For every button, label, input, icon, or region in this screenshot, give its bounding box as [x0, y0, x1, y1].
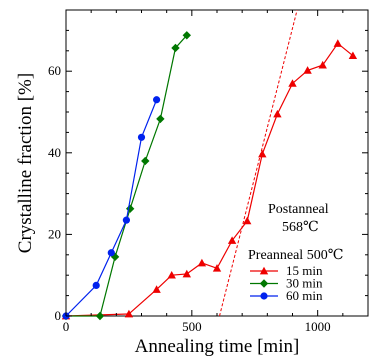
data-point [243, 216, 252, 225]
data-point [122, 216, 130, 224]
legend-marker [260, 292, 268, 300]
legend-label: 15 min [286, 263, 323, 278]
data-point [95, 311, 105, 321]
series-line [66, 34, 188, 317]
data-point [171, 43, 180, 53]
data-point [318, 60, 327, 69]
legend-title: Preanneal 500℃ [248, 248, 343, 263]
series-line [65, 42, 354, 317]
y-tick-label: 40 [48, 145, 61, 160]
data-point [156, 114, 165, 124]
y-tick-label: 0 [55, 308, 62, 323]
legend-marker [259, 266, 269, 275]
data-point [137, 133, 146, 141]
data-point [124, 309, 134, 318]
data-point [197, 258, 207, 267]
data-point [153, 96, 161, 104]
y-tick-label: 20 [48, 226, 61, 241]
legend-label: 60 min [286, 288, 323, 303]
data-point [182, 269, 191, 278]
series-layer [61, 31, 358, 321]
data-point [227, 236, 237, 244]
data-point [333, 39, 342, 47]
x-tick-label: 1000 [305, 319, 331, 334]
x-axis-label: Annealing time [min] [135, 336, 300, 357]
y-axis-label: Crystalline fraction [%] [15, 73, 36, 253]
data-point [288, 79, 297, 87]
data-point [152, 285, 161, 293]
data-point [348, 51, 358, 60]
data-point [141, 156, 150, 166]
legend-marker [259, 279, 269, 288]
annotation-temperature: 568℃ [282, 220, 319, 235]
data-point [273, 109, 282, 118]
legend-label: 30 min [286, 276, 323, 291]
data-point [182, 31, 191, 40]
x-tick-label: 500 [182, 319, 202, 334]
series-15-min [61, 39, 358, 320]
annotation-postanneal: Postanneal [268, 202, 329, 217]
y-tick-label: 60 [48, 63, 61, 78]
data-point [107, 249, 115, 257]
tick-layer: 0 500 1000 0 20 40 60 [48, 10, 368, 334]
series-60-min [62, 96, 161, 320]
data-point [258, 149, 267, 158]
series-line [65, 99, 158, 317]
data-point [303, 66, 312, 74]
x-tick-label: 0 [63, 319, 70, 334]
data-point [167, 271, 176, 279]
data-point [212, 264, 222, 272]
data-point [92, 281, 100, 289]
